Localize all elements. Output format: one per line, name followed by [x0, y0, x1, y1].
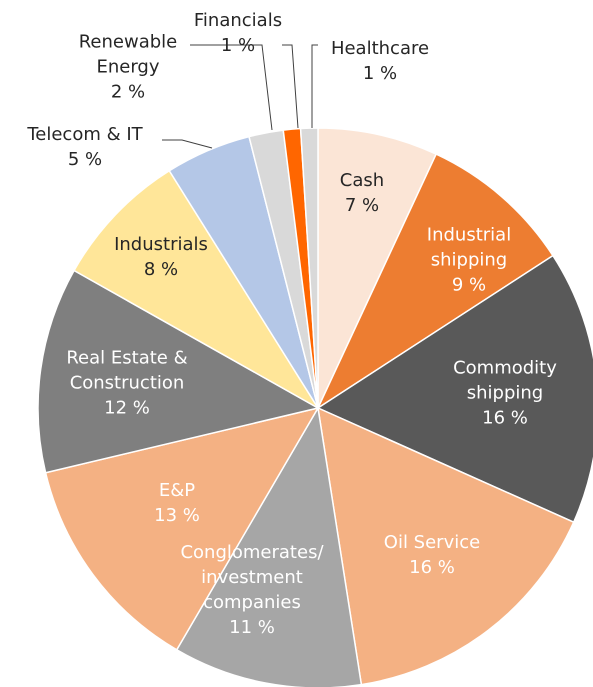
- value-label: 1 %: [362, 63, 398, 84]
- value-label: 1 %: [220, 35, 256, 56]
- value-label: 2 %: [110, 81, 146, 103]
- category-label: Telecom & IT: [27, 124, 143, 145]
- pie-slice: [175, 405, 363, 687]
- pie-slice: [317, 127, 438, 409]
- category-label: Healthcare: [330, 38, 430, 59]
- category-label: Real Estate & Construction: [66, 347, 188, 394]
- category-label: Commodity shipping: [453, 357, 557, 404]
- pie-slice: [44, 406, 320, 651]
- slice-label: E&P 13 %: [117, 478, 237, 528]
- value-label: 16 %: [482, 407, 528, 429]
- category-label: Industrials: [114, 234, 208, 255]
- slice-label: Healthcare 1 %: [315, 36, 445, 86]
- value-label: 12 %: [104, 397, 150, 419]
- value-label: 7 %: [344, 195, 380, 216]
- category-label: E&P: [158, 480, 196, 501]
- slice-label: Telecom & IT 5 %: [5, 122, 165, 172]
- category-label: Cash: [339, 170, 385, 191]
- slice-label: Oil Service 16 %: [352, 530, 512, 580]
- value-label: 13 %: [154, 505, 200, 526]
- value-label: 8 %: [143, 259, 179, 280]
- category-label: Renewable Energy: [78, 31, 178, 78]
- slice-label: Cash 7 %: [302, 168, 422, 218]
- value-label: 11 %: [229, 617, 275, 638]
- value-label: 9 %: [451, 274, 487, 296]
- pie-slice: [316, 254, 593, 524]
- value-label: 16 %: [409, 557, 455, 578]
- category-label: Conglomerates/ investment companies: [180, 542, 324, 613]
- category-label: Financials: [193, 10, 283, 31]
- pie-slice: [37, 269, 321, 474]
- value-label: 5 %: [67, 149, 103, 170]
- pie-slice: [317, 406, 575, 686]
- leader-line: [311, 44, 318, 128]
- slice-label: Industrials 8 %: [91, 232, 231, 282]
- category-label: Oil Service: [383, 532, 481, 553]
- slice-label: Renewable Energy 2 %: [53, 30, 203, 105]
- slice-label: Commodity shipping 16 %: [425, 356, 585, 431]
- slice-label: Financials 1 %: [173, 8, 303, 58]
- slice-label: Industrial shipping 9 %: [399, 223, 539, 298]
- pie-slice: [299, 127, 319, 409]
- slice-label: Real Estate & Construction 12 %: [32, 346, 222, 421]
- leader-line: [190, 44, 273, 131]
- leader-line: [282, 44, 299, 129]
- slice-label: Conglomerates/ investment companies 11 %: [152, 540, 352, 640]
- leader-line: [162, 139, 213, 149]
- category-label: Industrial shipping: [426, 224, 512, 271]
- pie-slice: [316, 153, 554, 411]
- pie-slice: [73, 169, 319, 409]
